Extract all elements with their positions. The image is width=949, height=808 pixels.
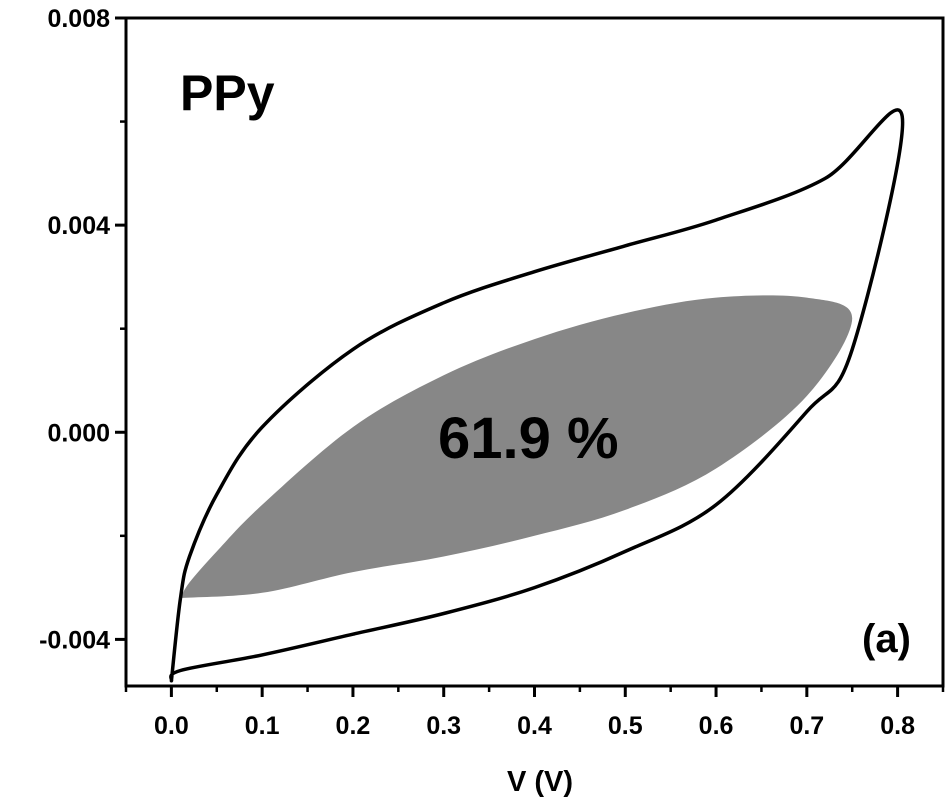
- y-tick-label: 0.004: [47, 212, 110, 240]
- y-tick-label: 0.000: [47, 419, 110, 447]
- labels-layer: PPy 61.9 % (a) V (V): [180, 65, 911, 798]
- x-tick-label: 0.7: [789, 712, 824, 740]
- sample-label: PPy: [180, 65, 275, 121]
- axes-layer: 0.0 0.1 0.2 0.3 0.4 0.5 0.6 0.7 0.8 -0.004 0.000 0.…: [39, 5, 945, 740]
- curve-layer: [169, 108, 905, 683]
- panel-label: (a): [862, 617, 911, 661]
- x-tick-label: 0.1: [245, 712, 280, 740]
- x-tick-label: 0.8: [880, 712, 915, 740]
- cv-loop-curve: [169, 108, 905, 683]
- x-tick-label: 0.2: [336, 712, 371, 740]
- x-tick-label: 0.0: [154, 712, 189, 740]
- x-tick-label: 0.5: [608, 712, 643, 740]
- capacitive-shaded-area: [180, 295, 853, 598]
- shaded-area-layer: [180, 295, 853, 598]
- capacitive-percentage-label: 61.9 %: [438, 406, 619, 471]
- x-axis-title: V (V): [507, 766, 573, 798]
- x-tick-label: 0.3: [426, 712, 461, 740]
- x-tick-label: 0.4: [517, 712, 552, 740]
- y-tick-label: 0.008: [47, 5, 110, 33]
- y-tick-label: -0.004: [39, 626, 110, 654]
- x-tick-label: 0.6: [699, 712, 734, 740]
